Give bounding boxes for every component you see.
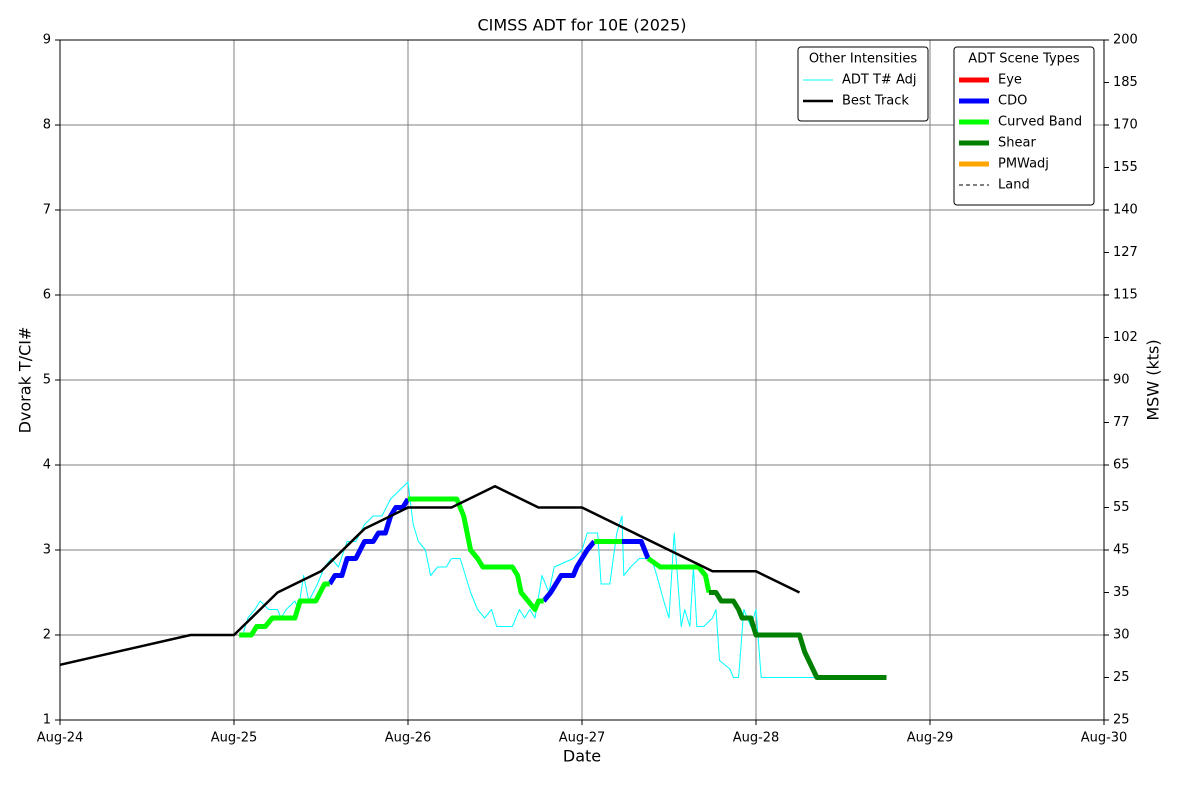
legend-label: Land: [998, 178, 1030, 193]
x-tick-label: Aug-27: [559, 731, 606, 746]
x-tick-label: Aug-28: [733, 731, 780, 746]
plot-frame: [59, 39, 1105, 721]
y-tick-label: 7: [43, 203, 51, 218]
legend-title: ADT Scene Types: [968, 52, 1080, 67]
y2-tick-label: 155: [1113, 160, 1138, 175]
y2-tick-label: 90: [1113, 373, 1130, 388]
y2-tick-label: 102: [1113, 330, 1138, 345]
y-tick-label: 6: [43, 288, 51, 303]
y2-tick-label: 45: [1113, 543, 1130, 558]
legend-label: Best Track: [842, 94, 909, 109]
x-tick-label: Aug-29: [907, 731, 954, 746]
y-tick-label: 3: [43, 543, 51, 558]
y-tick-label: 9: [43, 33, 51, 48]
x-tick-label: Aug-25: [211, 731, 258, 746]
y2-tick-label: 200: [1113, 33, 1138, 48]
y2-tick-label: 55: [1113, 500, 1130, 515]
y2-tick-label: 35: [1113, 585, 1130, 600]
legend-label: Shear: [998, 136, 1036, 151]
legend-box: [797, 46, 929, 122]
legend-label: Curved Band: [998, 115, 1082, 130]
y2-axis-label: MSW (kts): [1144, 339, 1163, 420]
y2-tick-label: 25: [1113, 670, 1130, 685]
line-series: [327, 497, 651, 603]
y2-tick-label: 65: [1113, 458, 1130, 473]
line-series: [242, 481, 817, 678]
y-tick-label: 4: [43, 458, 51, 473]
line-series: [59, 485, 801, 667]
line-series: [709, 590, 887, 680]
y2-tick-label: 170: [1113, 118, 1138, 133]
y2-tick-label: 140: [1113, 203, 1138, 218]
chart-title: CIMSS ADT for 10E (2025): [477, 16, 686, 35]
x-tick-label: Aug-26: [385, 731, 432, 746]
x-axis-label: Date: [563, 747, 601, 766]
y2-tick-label: 185: [1113, 75, 1138, 90]
y-tick-label: 2: [43, 628, 51, 643]
legend-label: Eye: [998, 73, 1022, 88]
y-tick-label: 8: [43, 118, 51, 133]
y2-tick-label: 25: [1113, 713, 1130, 728]
y-tick-label: 5: [43, 373, 51, 388]
line-series: [239, 496, 712, 638]
legend-label: ADT T# Adj: [842, 73, 916, 88]
y-tick-label: 1: [43, 713, 51, 728]
x-tick-label: Aug-24: [37, 731, 84, 746]
legend-label: PMWadj: [998, 157, 1049, 172]
y2-tick-label: 30: [1113, 628, 1130, 643]
legend-label: CDO: [998, 94, 1027, 109]
y2-tick-label: 127: [1113, 245, 1138, 260]
x-tick-label: Aug-30: [1081, 731, 1128, 746]
y2-tick-label: 77: [1113, 415, 1130, 430]
y2-tick-label: 115: [1113, 288, 1138, 303]
legend-title: Other Intensities: [809, 52, 918, 67]
y-axis-label: Dvorak T/CI#: [16, 327, 35, 434]
